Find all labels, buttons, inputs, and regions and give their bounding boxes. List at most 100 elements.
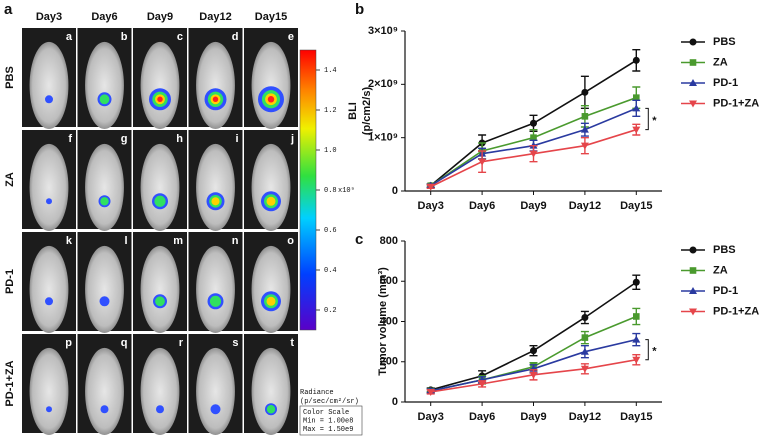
mouse-body: [140, 245, 180, 333]
x-tick-label: Day15: [620, 411, 652, 423]
x-tick-label: Day12: [569, 411, 601, 423]
colorbar-tick-label: 1.4: [324, 67, 337, 75]
marker: [632, 126, 641, 134]
scale-box-text: Color Scale: [303, 409, 349, 417]
legend-marker: [689, 38, 697, 46]
y-tick-label: 200: [380, 356, 398, 368]
legend-marker: [689, 267, 697, 274]
mouse-body: [140, 143, 180, 231]
cell-label: g: [121, 133, 128, 145]
signal: [267, 96, 275, 103]
signal: [45, 297, 53, 306]
marker: [632, 56, 640, 64]
signal: [209, 295, 222, 307]
signal: [211, 197, 220, 206]
marker: [529, 150, 538, 158]
legend-marker: [689, 59, 697, 66]
cell-label: t: [290, 337, 294, 349]
row-label: PBS: [4, 66, 16, 89]
legend-marker: [689, 308, 697, 316]
cell-label: l: [124, 235, 127, 247]
cell-label: b: [121, 31, 128, 43]
legend-marker: [689, 100, 697, 108]
x-tick-label: Day3: [418, 411, 444, 423]
signal: [155, 296, 165, 307]
column-label: Day9: [147, 11, 173, 23]
y-tick-label: 400: [380, 315, 398, 327]
row-label: ZA: [4, 172, 16, 187]
colorbar-tick-label: 0.8: [324, 187, 337, 195]
x-tick-label: Day15: [620, 200, 652, 212]
signal: [46, 406, 52, 413]
marker: [581, 334, 589, 341]
scale-box-text: Min = 1.00e8: [303, 417, 353, 425]
y-axis-label: Tumor volume (mm³): [377, 267, 389, 376]
cell-label: q: [121, 337, 128, 349]
legend-label: PD-1: [713, 77, 738, 89]
column-label: Day15: [255, 11, 287, 23]
marker: [426, 388, 435, 396]
marker: [580, 347, 589, 355]
scale-box: [299, 405, 363, 436]
y-axis-label: (p/cm2/s): [361, 87, 373, 136]
mouse-body: [140, 347, 180, 435]
marker: [580, 142, 589, 150]
mouse-body: [29, 245, 69, 333]
marker: [529, 371, 538, 379]
panel-label: b: [355, 1, 364, 18]
significance-bracket: [645, 339, 649, 361]
marker: [632, 278, 640, 286]
cell-label: e: [288, 31, 294, 43]
signal: [210, 404, 221, 415]
cell-label: a: [66, 31, 73, 43]
legend-label: PBS: [713, 244, 736, 256]
column-label: Day12: [199, 11, 231, 23]
cell-label: m: [173, 235, 183, 247]
colorbar-tick-label: 1.2: [324, 107, 337, 115]
colorbar: [299, 49, 317, 331]
legend-label: PBS: [713, 36, 736, 48]
mouse-body: [85, 245, 124, 333]
cell-label: h: [176, 133, 183, 145]
signal: [99, 296, 110, 307]
marker: [478, 158, 487, 166]
marker: [632, 356, 641, 364]
y-tick-label: 600: [380, 275, 398, 287]
row-label: PD-1: [4, 269, 16, 294]
y-tick-label: 800: [380, 235, 398, 247]
mouse-body: [85, 41, 124, 129]
y-tick-label: 3×10⁹: [368, 25, 398, 37]
x-tick-label: Day12: [569, 200, 601, 212]
mouse-body: [29, 143, 69, 231]
marker: [580, 125, 589, 133]
signal: [45, 95, 53, 104]
colorbar-title: Radiance: [300, 389, 334, 397]
y-tick-label: 1×10⁹: [368, 132, 398, 144]
significance-bracket: [645, 107, 649, 131]
cell-label: s: [232, 337, 238, 349]
column-label: Day3: [36, 11, 62, 23]
y-tick-label: 0: [392, 396, 398, 408]
signal: [156, 405, 164, 414]
signal: [266, 405, 276, 414]
legend-label: PD-1+ZA: [713, 305, 759, 317]
mouse-body: [196, 41, 235, 129]
cell-label: o: [287, 235, 294, 247]
mouse-body: [29, 41, 69, 129]
x-tick-label: Day9: [520, 200, 546, 212]
y-tick-label: 0: [392, 185, 398, 197]
cell-label: c: [177, 31, 183, 43]
x-tick-label: Day6: [469, 411, 495, 423]
colorbar-tick-label: 0.2: [324, 307, 337, 315]
mouse-body: [196, 347, 235, 435]
mouse-body: [196, 143, 235, 231]
colorbar-title: (p/sec/cm²/sr): [300, 398, 359, 406]
mouse-body: [251, 143, 291, 231]
signal: [212, 96, 219, 103]
y-tick-label: 2×10⁹: [368, 78, 398, 90]
cell-label: r: [179, 337, 184, 349]
x-tick-label: Day6: [469, 200, 495, 212]
cell-label: d: [232, 31, 239, 43]
